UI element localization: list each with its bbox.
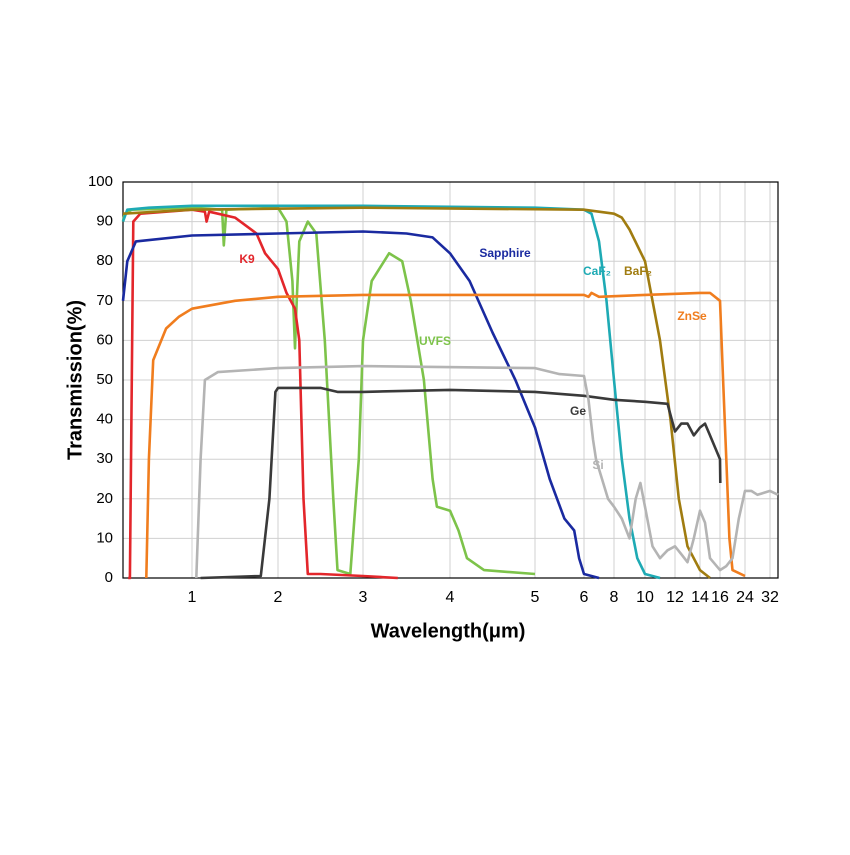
y-tick-label: 50 — [96, 371, 113, 388]
series-label: CaF₂ — [583, 264, 611, 278]
series-line — [122, 206, 711, 580]
x-tick-label: 8 — [610, 589, 619, 606]
x-tick-label: 32 — [761, 589, 779, 606]
y-tick-label: 100 — [88, 173, 113, 190]
y-tick-label: 40 — [96, 411, 113, 428]
x-tick-label: 14 — [691, 589, 709, 606]
series-line — [145, 291, 746, 579]
x-tick-label: 2 — [274, 589, 283, 606]
x-tick-label: 6 — [580, 589, 589, 606]
series-label: Si — [592, 458, 603, 472]
x-tick-label: 5 — [531, 589, 540, 606]
y-axis-label: Transmission(%) — [64, 300, 86, 460]
y-tick-label: 30 — [96, 450, 113, 467]
y-tick-label: 60 — [96, 331, 113, 348]
series-label: Sapphire — [479, 246, 531, 260]
x-tick-label: 3 — [359, 589, 368, 606]
x-tick-label: 16 — [711, 589, 729, 606]
x-tick-label: 10 — [636, 589, 654, 606]
x-tick-label: 24 — [736, 589, 754, 606]
series-line — [200, 386, 722, 580]
x-tick-label: 4 — [446, 589, 455, 606]
y-tick-label: 20 — [96, 490, 113, 507]
series-label: Ge — [570, 404, 586, 418]
series-line — [121, 230, 600, 580]
series-line — [121, 204, 661, 580]
series-label: ZnSe — [677, 309, 707, 323]
series-label: K9 — [239, 252, 255, 266]
series-line — [195, 364, 779, 579]
y-tick-label: 90 — [96, 213, 113, 230]
series-label: BaF₂ — [624, 264, 652, 278]
x-tick-label: 1 — [188, 589, 197, 606]
series-label: UVFS — [419, 334, 451, 348]
y-tick-label: 70 — [96, 292, 113, 309]
plot-frame — [122, 181, 779, 579]
y-tick-label: 0 — [105, 569, 113, 586]
x-axis-label: Wavelength(μm) — [371, 620, 526, 642]
x-tick-label: 12 — [666, 589, 684, 606]
y-tick-label: 10 — [96, 529, 113, 546]
y-tick-label: 80 — [96, 252, 113, 269]
